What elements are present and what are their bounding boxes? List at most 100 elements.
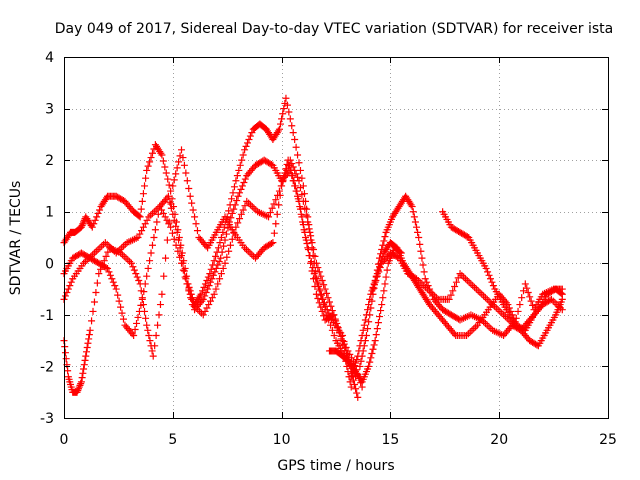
data-point [416,240,424,248]
data-point [366,311,374,319]
data-point [317,291,325,299]
data-point [77,378,85,386]
data-point [367,304,375,312]
data-point [227,214,235,222]
data-point [383,266,391,274]
data-point [526,293,534,301]
data-point [339,341,347,349]
data-point [239,151,247,159]
data-point [104,264,112,272]
data-point [558,295,566,303]
data-point [170,216,178,224]
data-point [352,385,360,393]
series-track-b [60,146,362,401]
data-point [77,223,85,231]
data-point [361,337,369,345]
data-point [164,175,172,183]
data-point [102,264,110,272]
data-point [454,274,462,282]
y-axis-label: SDTVAR / TECUs [8,181,24,296]
data-point [244,139,252,147]
y-tick-label-0: 0 [45,256,54,272]
data-point [238,156,246,164]
data-point [226,241,234,249]
data-point [377,250,385,258]
data-point [382,273,390,281]
data-point [368,350,376,358]
data-point [154,321,162,329]
data-point [367,354,375,362]
data-point [77,380,85,388]
data-point [524,289,532,297]
data-point [316,287,324,295]
data-point [445,295,453,303]
data-point [167,187,175,195]
data-point [200,283,208,291]
data-point [365,318,373,326]
data-point [201,292,209,300]
data-point [330,331,338,339]
data-point [238,182,246,190]
data-point [215,258,223,266]
data-point [234,192,242,200]
data-point [143,272,151,280]
data-point [289,129,297,137]
data-point [450,330,458,338]
data-point [175,158,183,166]
data-point [488,278,496,286]
data-point [312,290,320,298]
data-point [169,182,177,190]
data-point [135,276,143,284]
data-point [202,289,210,297]
data-point [370,341,378,349]
data-point [320,281,328,289]
data-point [81,356,89,364]
data-point [516,301,524,309]
data-point [234,219,242,227]
data-point [143,166,151,174]
data-point [418,254,426,262]
data-point [419,261,427,269]
data-point [218,248,226,256]
data-point [421,275,429,283]
data-point [282,94,290,102]
data-point [267,240,275,248]
data-point [230,183,238,191]
data-point [303,240,311,248]
data-point [115,297,123,305]
data-point [237,210,245,218]
data-point [368,297,376,305]
chart-title: Day 049 of 2017, Sidereal Day-to-day VTE… [55,21,613,37]
data-point [273,210,281,218]
data-point [175,236,183,244]
y-tick-label-neg2: -2 [40,359,54,375]
data-point [279,110,287,118]
data-point [281,172,289,180]
data-point [265,213,273,221]
data-point [512,314,520,322]
data-point [379,241,387,249]
data-point [341,347,349,355]
data-point [546,296,554,304]
data-point [225,218,233,226]
data-point [353,356,361,364]
data-point [140,288,148,296]
data-point [417,247,425,255]
data-point [129,263,137,271]
data-point [372,331,380,339]
data-point [228,235,236,243]
data-point [373,272,381,280]
data-point [270,200,278,208]
data-point [376,254,384,262]
data-point [176,253,184,261]
data-point [510,321,518,329]
data-point [379,294,387,302]
data-point [220,242,228,250]
data-point [312,259,320,267]
data-point [275,201,283,209]
data-point [268,204,276,212]
data-point [207,278,215,286]
data-point [133,319,141,327]
data-point [212,285,220,293]
data-point [206,270,214,278]
